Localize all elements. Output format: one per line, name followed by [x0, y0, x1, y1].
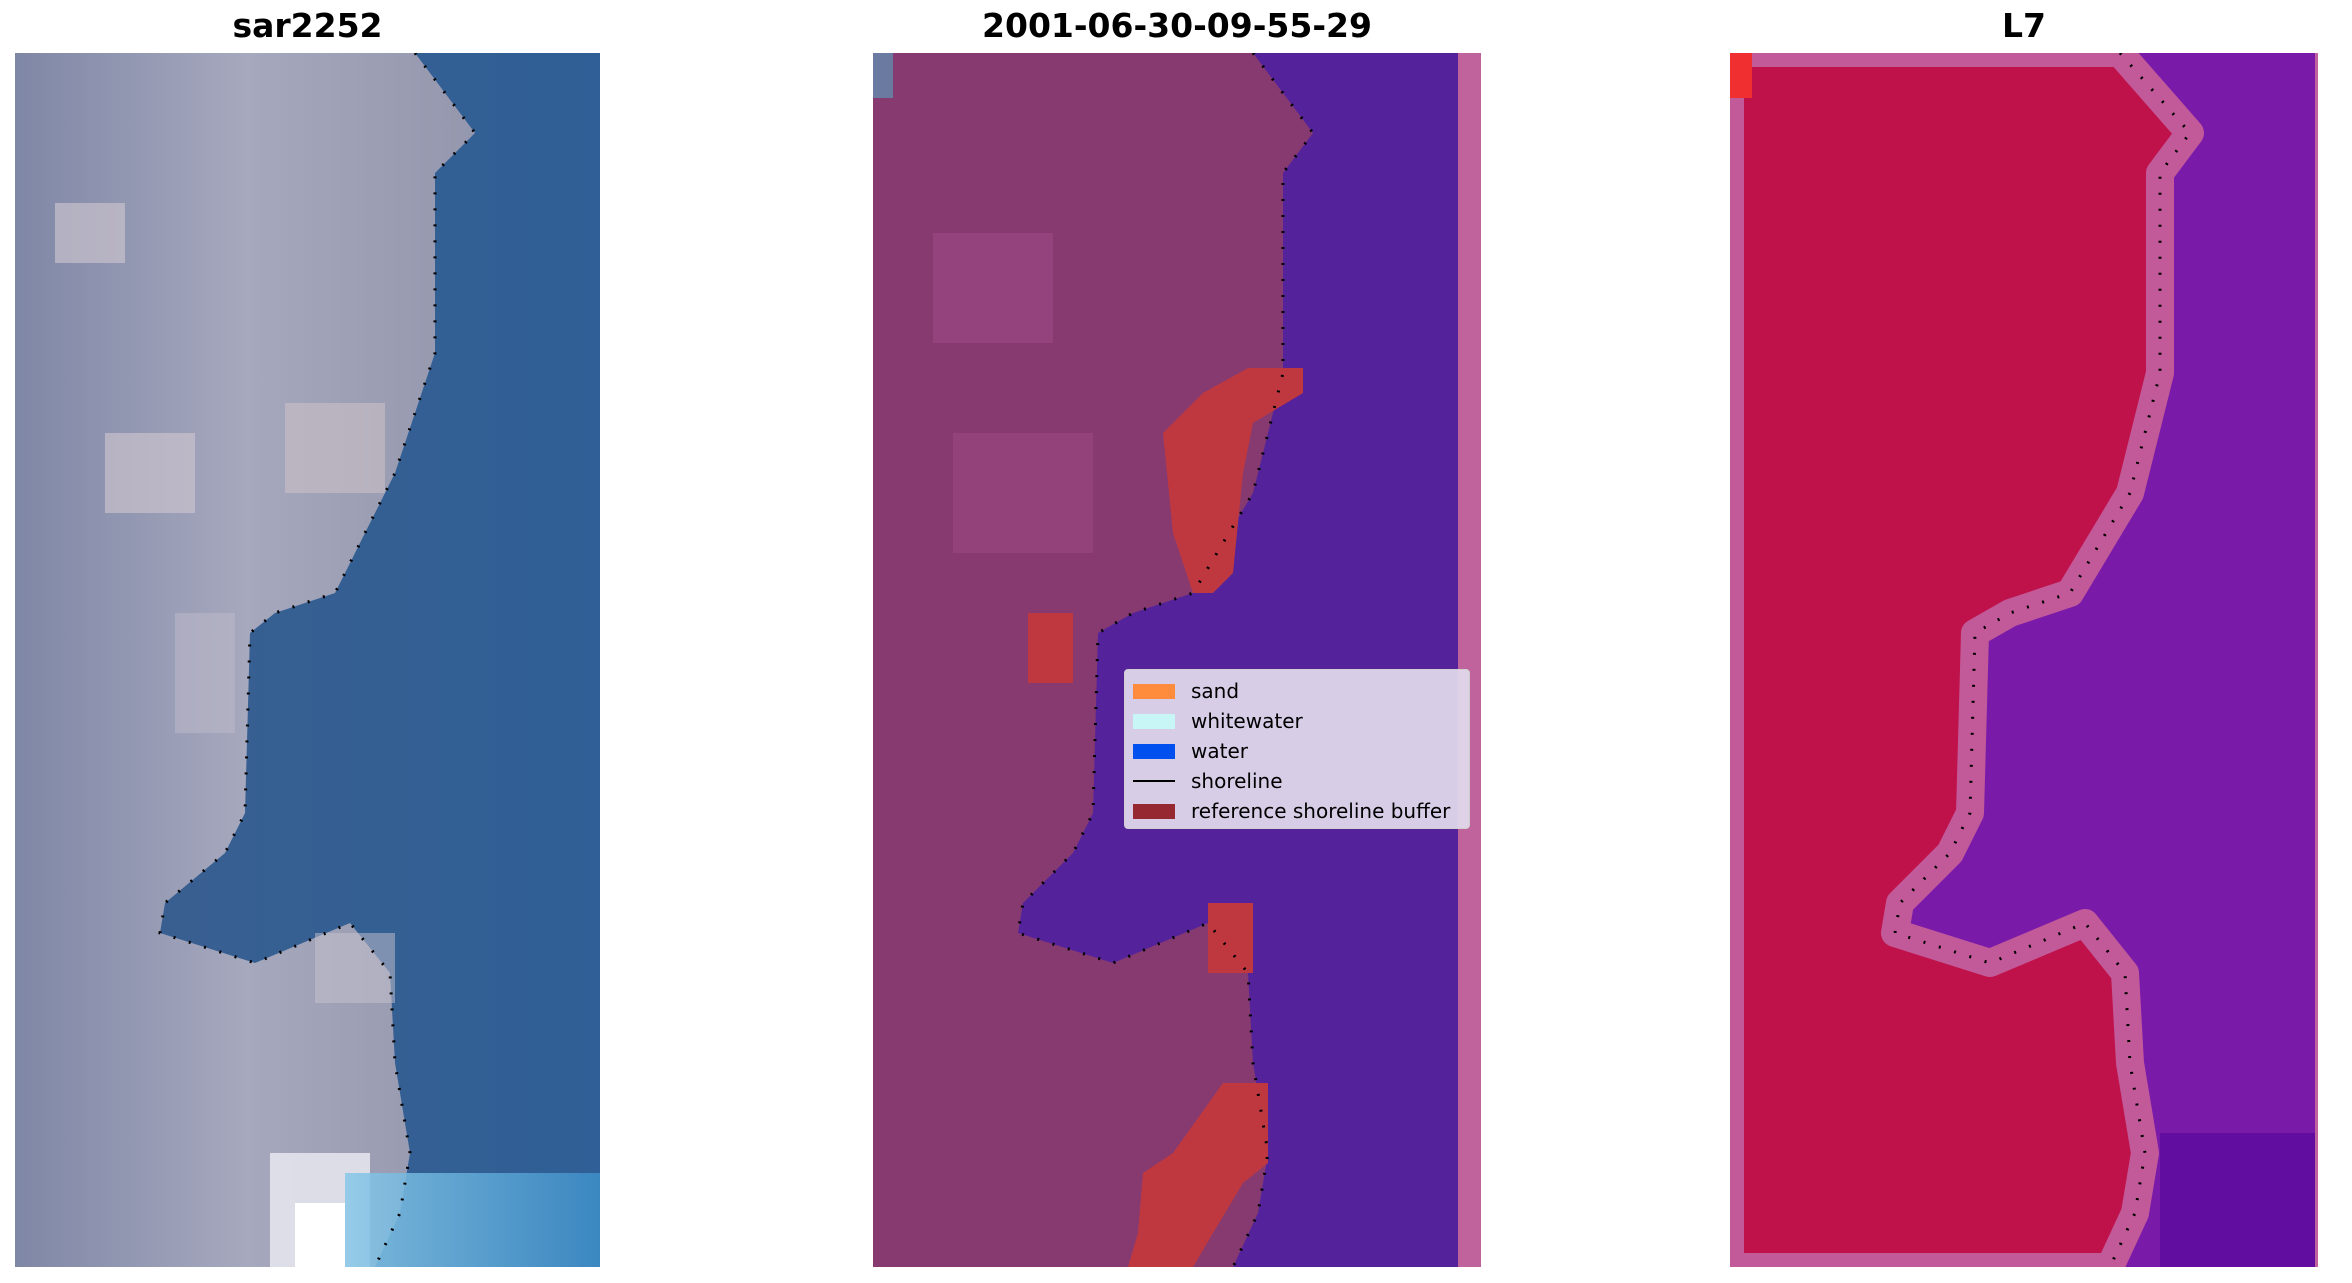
legend-item-whitewater: whitewater — [1133, 706, 1461, 736]
legend: sand whitewater water shoreline referenc… — [1124, 669, 1470, 829]
mndwi-image-panel — [1730, 53, 2318, 1267]
shoreline-line-icon — [1133, 780, 1175, 782]
legend-label: whitewater — [1191, 709, 1303, 733]
legend-item-sand: sand — [1133, 676, 1461, 706]
panel-title-classified: 2001-06-30-09-55-29 — [982, 6, 1372, 45]
legend-item-buffer: reference shoreline buffer — [1133, 796, 1461, 826]
classified-image — [873, 53, 1481, 1267]
legend-label: reference shoreline buffer — [1191, 799, 1451, 823]
rgb-image — [15, 53, 600, 1267]
mndwi-image — [1730, 53, 2318, 1267]
legend-item-shoreline: shoreline — [1133, 766, 1461, 796]
legend-label: water — [1191, 739, 1248, 763]
legend-label: shoreline — [1191, 769, 1283, 793]
panel-title-mndwi: L7 — [2002, 6, 2046, 45]
shoreline — [1016, 53, 1315, 1267]
water-swatch — [1133, 743, 1175, 759]
classified-image-panel — [873, 53, 1481, 1267]
shoreline — [158, 53, 477, 1267]
legend-item-water: water — [1133, 736, 1461, 766]
panel-title-rgb: sar2252 — [232, 6, 383, 45]
sand-swatch — [1133, 683, 1175, 699]
legend-label: sand — [1191, 679, 1240, 703]
buffer-swatch — [1133, 803, 1175, 819]
rgb-image-panel — [15, 53, 600, 1267]
whitewater-swatch — [1133, 713, 1175, 729]
